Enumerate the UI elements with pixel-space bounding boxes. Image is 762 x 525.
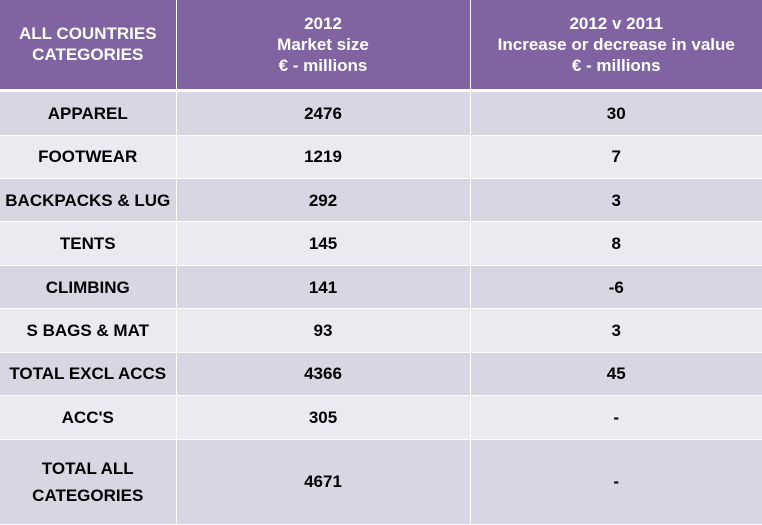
row-category: TOTAL EXCL ACCS <box>0 352 177 397</box>
row-change: 8 <box>470 221 762 266</box>
table-row: BACKPACKS & LUG 292 3 <box>0 178 762 223</box>
row-category: ACC'S <box>0 395 177 440</box>
row-change: 45 <box>470 352 762 397</box>
row-category: FOOTWEAR <box>0 135 177 179</box>
row-market-size: 292 <box>176 178 471 223</box>
table-body: APPAREL 2476 30 FOOTWEAR 1219 7 BACKPACK… <box>0 90 762 525</box>
header-category-line: ALL COUNTRIES <box>18 24 157 44</box>
row-category: TOTAL ALL CATEGORIES <box>0 439 177 525</box>
row-change: -6 <box>470 265 762 310</box>
table-row: TOTAL EXCL ACCS 4366 45 <box>0 352 762 397</box>
header-change-line: 2012 v 2011 <box>569 13 664 33</box>
row-category: APPAREL <box>0 90 177 136</box>
table-header: ALL COUNTRIES CATEGORIES 2012 Market siz… <box>0 0 762 92</box>
header-market-size-line: € - millions <box>278 55 368 75</box>
row-change: 3 <box>470 308 762 353</box>
row-change: 3 <box>470 178 762 223</box>
row-market-size: 305 <box>176 395 471 440</box>
row-change: 30 <box>470 90 762 136</box>
table-row: TENTS 145 8 <box>0 221 762 266</box>
table-row: S BAGS & MAT 93 3 <box>0 308 762 353</box>
row-market-size: 145 <box>176 221 471 266</box>
header-row: ALL COUNTRIES CATEGORIES 2012 Market siz… <box>0 0 762 92</box>
row-change: - <box>470 439 762 525</box>
header-category-line: CATEGORIES <box>32 45 144 65</box>
row-category: TENTS <box>0 221 177 266</box>
row-change: - <box>470 395 762 440</box>
header-market-size: 2012 Market size € - millions <box>176 0 471 92</box>
header-change-line: Increase or decrease in value <box>497 34 735 54</box>
row-market-size: 1219 <box>176 135 471 179</box>
header-market-size-line: Market size <box>277 34 369 54</box>
header-market-size-line: 2012 <box>304 13 342 33</box>
table-row: ACC'S 305 - <box>0 395 762 440</box>
row-category: CLIMBING <box>0 265 177 310</box>
row-market-size: 141 <box>176 265 471 310</box>
header-category: ALL COUNTRIES CATEGORIES <box>0 0 177 92</box>
row-market-size: 2476 <box>176 90 471 136</box>
header-change: 2012 v 2011 Increase or decrease in valu… <box>470 0 762 92</box>
row-market-size: 4366 <box>176 352 471 397</box>
table-row: CLIMBING 141 -6 <box>0 265 762 310</box>
row-market-size: 93 <box>176 308 471 353</box>
header-change-line: € - millions <box>571 55 661 75</box>
row-category: S BAGS & MAT <box>0 308 177 353</box>
table-row: TOTAL ALL CATEGORIES 4671 - <box>0 439 762 525</box>
row-category: BACKPACKS & LUG <box>0 178 177 223</box>
table-row: FOOTWEAR 1219 7 <box>0 135 762 179</box>
row-market-size: 4671 <box>176 439 471 525</box>
row-change: 7 <box>470 135 762 179</box>
table-row: APPAREL 2476 30 <box>0 90 762 136</box>
